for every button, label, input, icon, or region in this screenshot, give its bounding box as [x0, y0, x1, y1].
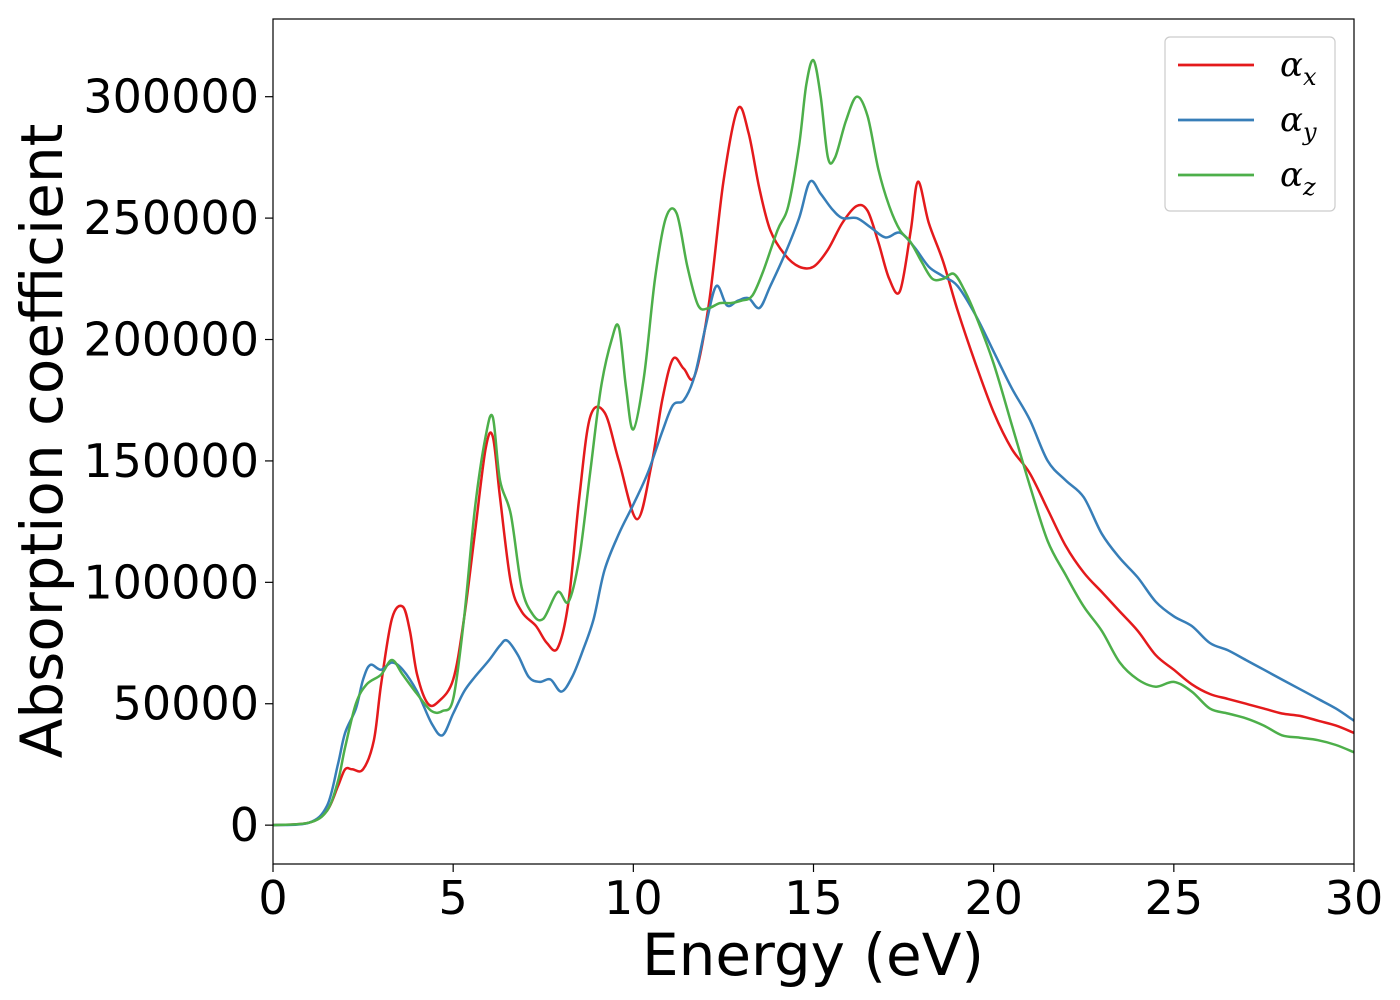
x-tick-label: 15: [784, 871, 843, 925]
y-tick-label: 150000: [83, 434, 259, 488]
y-axis: 0 50000 100000 150000 200000 250000 300000: [83, 70, 273, 852]
series-line-alpha-x: [272, 105, 1355, 827]
x-tick-label: 30: [1325, 871, 1384, 925]
y-axis-label: Absorption coefficient: [8, 124, 76, 759]
series-line-alpha-z: [272, 58, 1355, 827]
legend-label-alpha-x: αx: [1280, 45, 1317, 91]
y-tick-label: 100000: [83, 555, 259, 609]
series-layer: [272, 58, 1355, 827]
y-tick-label: 50000: [113, 677, 259, 731]
x-axis: 0 5 10 15 20 25 30: [258, 864, 1383, 925]
y-tick-label: 0: [230, 798, 259, 852]
legend: αx αy αz: [1164, 36, 1336, 212]
x-tick-label: 25: [1145, 871, 1204, 925]
legend-label-alpha-z: αz: [1280, 155, 1316, 201]
x-tick-label: 20: [964, 871, 1023, 925]
x-tick-label: 5: [439, 871, 468, 925]
legend-label-alpha-y: αy: [1280, 100, 1317, 146]
x-axis-label: Energy (eV): [642, 921, 984, 989]
legend-box: [1164, 36, 1336, 212]
y-tick-label: 250000: [83, 191, 259, 245]
x-tick-label: 0: [258, 871, 287, 925]
y-tick-label: 200000: [83, 313, 259, 367]
y-tick-label: 300000: [83, 70, 259, 124]
x-tick-label: 10: [604, 871, 663, 925]
